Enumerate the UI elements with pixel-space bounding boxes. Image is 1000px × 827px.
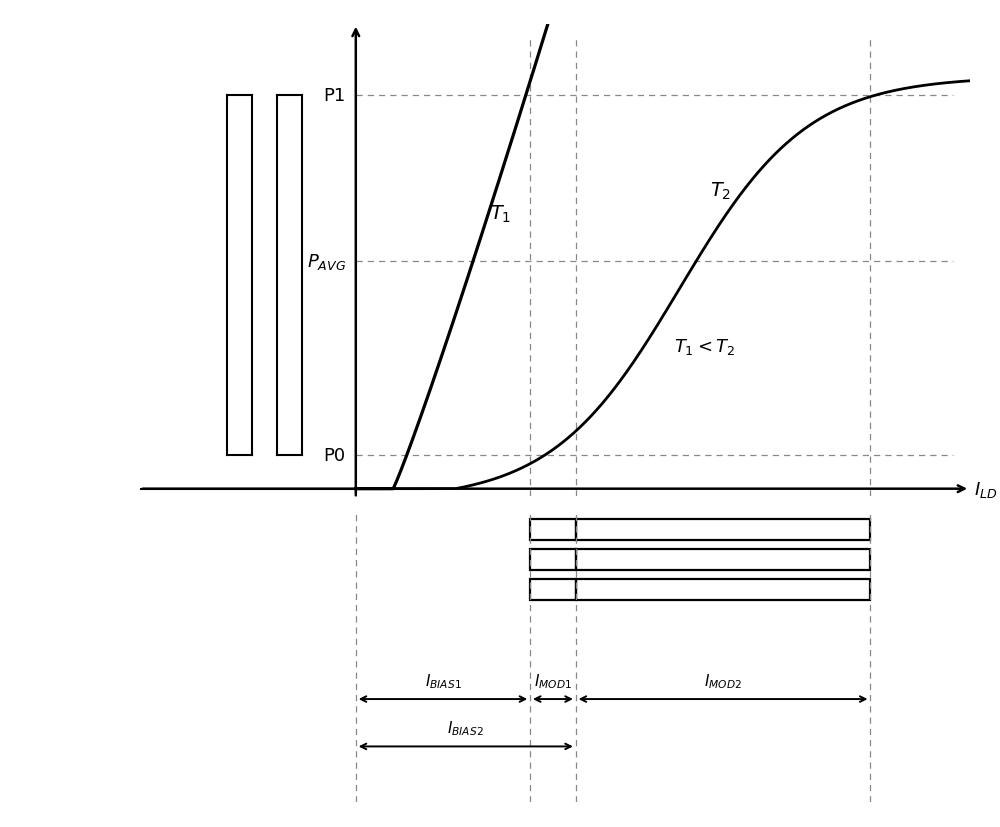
Text: $I_{LD}$: $I_{LD}$ [974,479,998,499]
Text: $I_{BIAS1}$: $I_{BIAS1}$ [425,671,461,690]
Text: $T_2$: $T_2$ [710,180,732,201]
Text: $I_{MOD1}$: $I_{MOD1}$ [534,671,572,690]
Text: $P_{AVG}$: $P_{AVG}$ [307,251,346,272]
Bar [530,580,576,600]
Bar [530,519,576,541]
Text: $I_{BIAS2}$: $I_{BIAS2}$ [447,719,484,737]
Text: P1: P1 [324,87,346,105]
Bar [576,519,870,541]
Text: $T_1$: $T_1$ [490,203,512,225]
Bar [576,549,870,571]
Text: P0: P0 [324,447,346,465]
Bar [530,549,576,571]
Text: $T_1 < T_2$: $T_1 < T_2$ [674,337,735,357]
Text: $I_{MOD2}$: $I_{MOD2}$ [704,671,742,690]
Bar [576,580,870,600]
